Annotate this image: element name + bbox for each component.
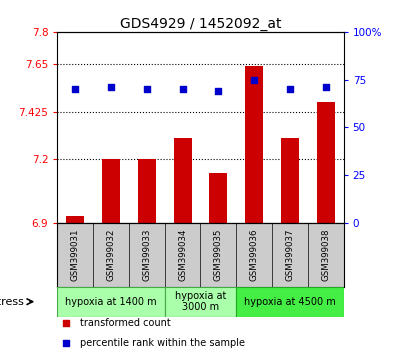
- Text: GSM399034: GSM399034: [178, 228, 187, 281]
- Text: GSM399038: GSM399038: [321, 228, 330, 281]
- Bar: [57, 287, 165, 316]
- Bar: [281, 138, 299, 223]
- Text: GSM399036: GSM399036: [250, 228, 259, 281]
- Text: GSM399031: GSM399031: [71, 228, 80, 281]
- Bar: [245, 66, 263, 223]
- Bar: [236, 287, 344, 316]
- Bar: [174, 138, 192, 223]
- Point: [215, 88, 222, 94]
- Bar: [317, 102, 335, 223]
- Text: GSM399037: GSM399037: [286, 228, 294, 281]
- Title: GDS4929 / 1452092_at: GDS4929 / 1452092_at: [120, 17, 281, 31]
- Point: [323, 85, 329, 90]
- Point: [251, 77, 257, 82]
- Point: [144, 86, 150, 92]
- Point: [287, 86, 293, 92]
- Text: percentile rank within the sample: percentile rank within the sample: [80, 338, 245, 348]
- Text: hypoxia at 4500 m: hypoxia at 4500 m: [244, 297, 336, 307]
- Text: hypoxia at
3000 m: hypoxia at 3000 m: [175, 291, 226, 313]
- Bar: [209, 173, 227, 223]
- Point: [108, 85, 114, 90]
- Point: [63, 321, 69, 326]
- Bar: [66, 216, 84, 223]
- Text: stress: stress: [0, 297, 24, 307]
- Bar: [138, 159, 156, 223]
- Point: [179, 86, 186, 92]
- Text: GSM399032: GSM399032: [107, 228, 115, 281]
- Bar: [165, 287, 236, 316]
- Bar: [102, 159, 120, 223]
- Text: GSM399033: GSM399033: [142, 228, 151, 281]
- Text: hypoxia at 1400 m: hypoxia at 1400 m: [65, 297, 157, 307]
- Point: [72, 86, 78, 92]
- Point: [63, 340, 69, 346]
- Text: GSM399035: GSM399035: [214, 228, 223, 281]
- Text: transformed count: transformed count: [80, 318, 171, 329]
